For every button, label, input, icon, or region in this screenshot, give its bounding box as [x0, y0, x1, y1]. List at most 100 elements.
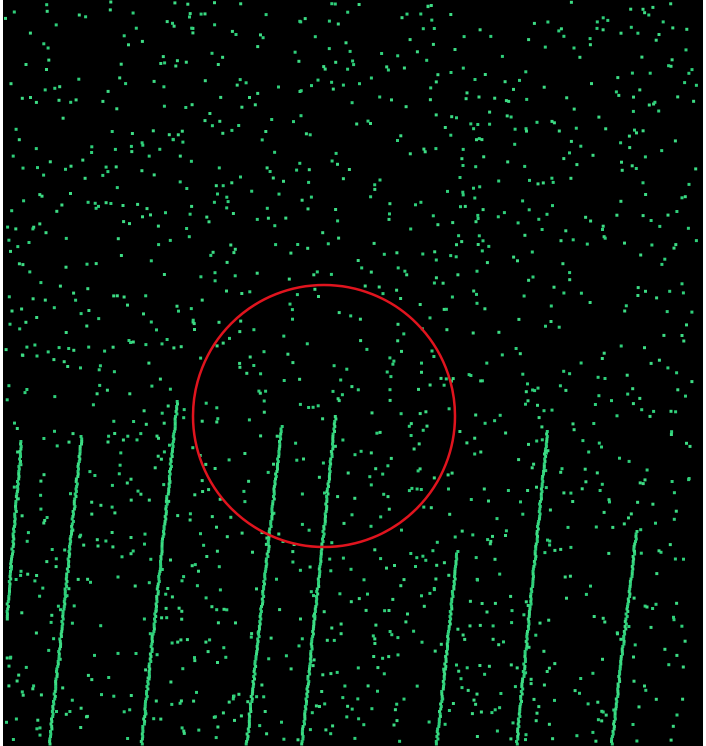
point	[535, 486, 538, 489]
point	[669, 2, 672, 5]
point	[670, 739, 673, 742]
point	[386, 371, 389, 374]
point	[202, 544, 205, 547]
point	[43, 473, 46, 476]
point	[662, 20, 665, 23]
point	[367, 684, 370, 687]
point	[517, 458, 520, 461]
point	[483, 488, 486, 491]
point	[259, 33, 262, 36]
point	[650, 362, 653, 365]
point	[399, 134, 402, 137]
point	[294, 51, 297, 54]
point	[317, 295, 320, 298]
point	[412, 630, 415, 633]
point	[476, 693, 479, 696]
point	[264, 130, 267, 133]
point	[565, 597, 568, 600]
point	[493, 419, 496, 422]
point	[430, 19, 433, 22]
point	[337, 237, 340, 240]
point	[449, 13, 452, 16]
point	[57, 605, 60, 608]
point	[25, 666, 28, 669]
point	[660, 263, 663, 266]
point	[7, 384, 10, 387]
point	[388, 609, 391, 612]
point	[662, 334, 665, 337]
point	[597, 718, 600, 721]
point	[69, 101, 72, 104]
point	[420, 488, 423, 491]
point	[163, 61, 166, 64]
point	[106, 389, 109, 392]
point	[581, 487, 584, 490]
point	[667, 663, 670, 666]
point	[643, 346, 646, 349]
point	[191, 564, 194, 567]
point	[525, 98, 528, 101]
point	[152, 717, 155, 720]
point	[478, 664, 481, 667]
point	[99, 504, 102, 507]
point	[285, 654, 288, 657]
point	[336, 671, 339, 674]
point	[72, 432, 75, 435]
point	[680, 625, 683, 628]
point	[221, 132, 224, 135]
point	[154, 466, 157, 469]
point	[507, 100, 510, 103]
point	[112, 294, 115, 297]
point	[414, 203, 417, 206]
point	[586, 243, 589, 246]
point	[123, 296, 126, 299]
point	[504, 432, 507, 435]
point	[433, 282, 436, 285]
point	[640, 552, 643, 555]
point	[522, 613, 525, 616]
point	[472, 290, 475, 293]
point	[274, 243, 277, 246]
point	[597, 376, 600, 379]
point	[342, 84, 345, 87]
point	[524, 738, 527, 741]
point	[130, 552, 133, 555]
point	[584, 216, 587, 219]
point	[685, 323, 688, 326]
point	[132, 12, 135, 15]
point	[695, 239, 698, 242]
point	[534, 634, 537, 637]
point	[15, 128, 18, 131]
point	[539, 622, 542, 625]
point	[31, 687, 34, 690]
point	[406, 13, 409, 16]
point	[15, 718, 18, 721]
point	[356, 697, 359, 700]
point	[449, 134, 452, 137]
point	[494, 708, 497, 711]
point	[506, 160, 509, 163]
point	[136, 203, 139, 206]
point	[388, 212, 391, 215]
point	[301, 493, 304, 496]
point	[173, 25, 176, 28]
point	[387, 655, 390, 658]
point	[373, 637, 376, 640]
point	[419, 13, 422, 16]
point	[90, 513, 93, 516]
point	[456, 273, 459, 276]
point	[130, 499, 133, 502]
point	[627, 516, 630, 519]
point	[195, 691, 198, 694]
point	[589, 43, 592, 46]
point	[687, 227, 690, 230]
point	[620, 161, 623, 164]
point	[26, 573, 29, 576]
point	[71, 699, 74, 702]
point	[646, 606, 649, 609]
point	[496, 730, 499, 733]
point	[388, 508, 391, 511]
point	[161, 342, 164, 345]
point	[145, 423, 148, 426]
point	[176, 641, 179, 644]
